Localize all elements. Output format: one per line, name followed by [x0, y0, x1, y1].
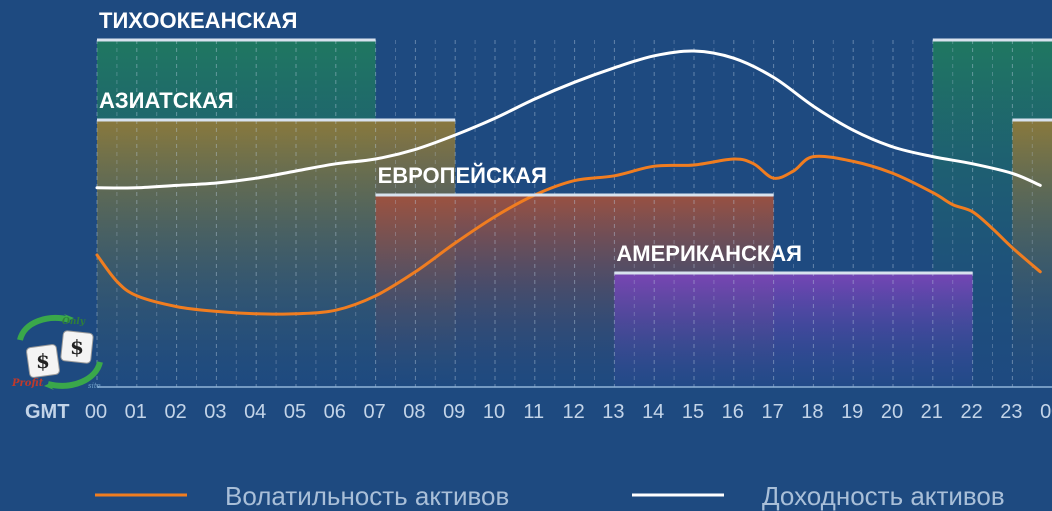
chart-legend: Волатильность активов Доходность активов — [95, 481, 1005, 511]
session-labels: ТИХООКЕАНСКАЯ АЗИАТСКАЯ ЕВРОПЕЙСКАЯ АМЕРИКА… — [97, 8, 1052, 275]
x-tick-label: 16 — [722, 401, 744, 423]
dollar-tile-icon — [60, 330, 94, 364]
svg-text:$: $ — [70, 335, 84, 359]
x-tick-label: 17 — [761, 401, 783, 423]
x-tick-label: 23 — [1000, 401, 1022, 423]
x-tick-label: 04 — [244, 401, 266, 423]
svg-text:$: $ — [36, 349, 50, 373]
x-tick-label: 01 — [125, 401, 147, 423]
x-tick-label: 20 — [881, 401, 903, 423]
session-label: АЗИАТСКАЯ — [99, 88, 234, 113]
logo-text-bottom: Profit — [11, 378, 44, 389]
x-tick-label: 07 — [363, 401, 385, 423]
x-tick-label: 11 — [523, 401, 544, 423]
only-profit-logo: $ $ Only Profit site — [11, 314, 103, 390]
x-tick-label: 02 — [164, 401, 186, 423]
series-line — [95, 49, 1042, 190]
x-axis-label: GMT — [25, 401, 69, 423]
session-label: ТИХООКЕАНСКАЯ — [99, 8, 297, 33]
x-axis-ticks: GMT 00 01 02 03 04 05 06 07 08 09 10 11 12 13 14 15 16 17 1… — [25, 401, 1052, 423]
green-arrow-icon — [17, 315, 71, 341]
x-tick-label: 00 — [85, 401, 107, 423]
x-tick-label: 09 — [443, 401, 465, 423]
x-tick-label: 05 — [284, 401, 306, 423]
dollar-tile-icon — [26, 344, 60, 378]
session-label: ЕВРОПЕЙСКАЯ — [378, 163, 547, 188]
x-tick-label: 10 — [483, 401, 505, 423]
logo-text-top: Only — [62, 317, 86, 327]
session-band — [614, 273, 973, 387]
x-tick-label: 00 — [1040, 401, 1052, 423]
series-lines — [95, 49, 1042, 316]
hour-gridlines — [96, 40, 1033, 387]
x-tick-label: 03 — [204, 401, 226, 423]
x-tick-label: 18 — [801, 401, 823, 423]
series-line — [95, 154, 1042, 316]
x-tick-label: 13 — [602, 401, 624, 423]
x-tick-label: 21 — [921, 401, 943, 423]
x-tick-label: 08 — [403, 401, 425, 423]
x-tick-label: 06 — [324, 401, 346, 423]
x-tick-label: 15 — [682, 401, 704, 423]
session-label: АМЕРИКАНСКАЯ — [616, 241, 802, 266]
x-tick-label: 12 — [562, 401, 584, 423]
logo-text-right: site — [88, 382, 101, 390]
x-tick-label: 19 — [841, 401, 863, 423]
x-tick-label: 22 — [960, 401, 982, 423]
x-tick-label: 14 — [642, 401, 664, 423]
legend-label: Волатильность активов — [225, 481, 509, 511]
legend-label: Доходность активов — [762, 481, 1005, 511]
